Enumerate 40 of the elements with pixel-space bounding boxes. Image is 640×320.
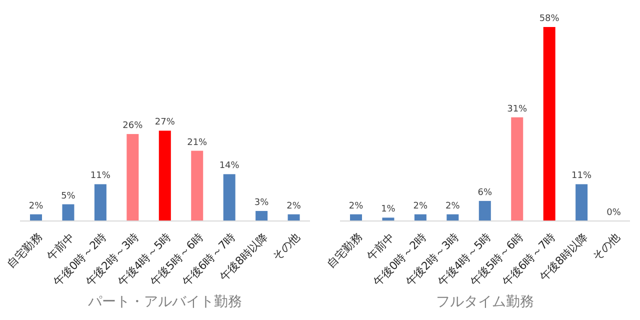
bar bbox=[511, 117, 524, 221]
bar bbox=[62, 204, 74, 221]
data-label: 2% bbox=[286, 201, 302, 212]
bar bbox=[478, 200, 491, 221]
data-label: 2% bbox=[413, 201, 428, 212]
bar bbox=[576, 184, 588, 221]
data-label: 2% bbox=[28, 201, 44, 212]
bar bbox=[446, 214, 459, 221]
bar bbox=[414, 214, 426, 221]
bar bbox=[94, 184, 106, 221]
bar bbox=[223, 174, 236, 221]
data-label: 2% bbox=[348, 201, 364, 212]
x-tick-label: その他 bbox=[270, 230, 302, 263]
data-label: 58% bbox=[539, 14, 560, 24]
data-label: 5% bbox=[61, 191, 76, 202]
data-label: 3% bbox=[254, 198, 270, 208]
x-tick-label: 自宅勤務 bbox=[4, 230, 45, 271]
data-label: 14% bbox=[219, 161, 240, 172]
data-label: 1% bbox=[381, 204, 396, 215]
bar bbox=[543, 27, 556, 221]
bar bbox=[288, 214, 300, 221]
x-tick-label: その他 bbox=[590, 230, 622, 263]
data-label: 6% bbox=[478, 188, 492, 198]
data-label: 11% bbox=[90, 171, 111, 182]
bar bbox=[191, 150, 204, 221]
x-axis-title: フルタイム勤務 bbox=[436, 294, 534, 310]
bar bbox=[30, 214, 42, 221]
x-axis-title: パート・アルバイト勤務 bbox=[87, 294, 242, 310]
bar bbox=[126, 134, 139, 221]
data-label: 26% bbox=[122, 121, 144, 132]
data-label: 11% bbox=[572, 171, 592, 182]
data-label: 0% bbox=[606, 208, 622, 218]
bar bbox=[158, 130, 171, 221]
x-tick-label: 自宅勤務 bbox=[324, 230, 365, 271]
data-label: 21% bbox=[187, 138, 208, 148]
data-label: 2% bbox=[446, 201, 460, 212]
bar bbox=[256, 210, 268, 221]
data-label: 31% bbox=[507, 104, 528, 114]
data-label: 27% bbox=[154, 118, 176, 128]
bar bbox=[350, 214, 362, 221]
